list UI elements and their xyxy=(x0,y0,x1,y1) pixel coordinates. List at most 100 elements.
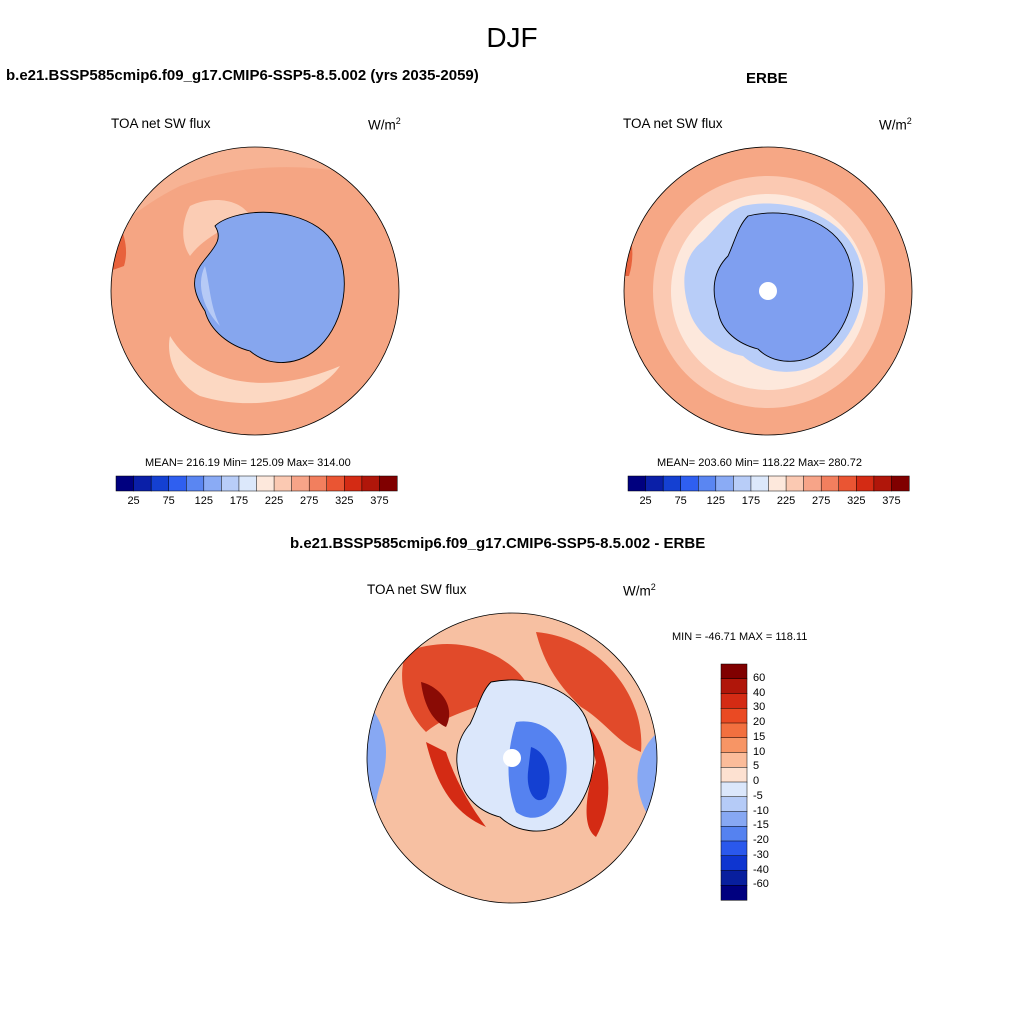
difference-strong-positive-east xyxy=(536,632,642,752)
colorbar-swatch xyxy=(820,475,840,492)
colorbar-swatch xyxy=(891,475,910,492)
colorbar-swatch xyxy=(733,475,752,492)
colorbar-swatch xyxy=(627,475,647,492)
colorbar-swatch xyxy=(768,475,787,492)
colorbar-swatch xyxy=(720,826,748,842)
colorbar-swatch xyxy=(256,475,275,492)
colorbar-level-label: 20 xyxy=(753,716,766,728)
colorbar-level-label: -15 xyxy=(753,819,769,832)
colorbar-level-label: 15 xyxy=(753,730,766,743)
colorbar-swatch xyxy=(785,475,805,492)
colorbar-swatch xyxy=(856,475,875,492)
colorbar-swatch xyxy=(750,475,770,492)
erbe-map-boundary xyxy=(623,146,913,436)
colorbar-level-label: -10 xyxy=(753,804,769,817)
panel1-colorbar-swatches xyxy=(115,475,398,492)
difference-positive-coast xyxy=(426,742,486,827)
erbe-polar-map xyxy=(623,146,913,436)
colorbar-swatch xyxy=(645,475,664,492)
colorbar-swatch xyxy=(803,475,822,492)
difference-polar-map xyxy=(366,612,658,904)
model-polar-map xyxy=(110,146,400,436)
panel2-title: ERBE xyxy=(746,70,788,87)
colorbar-swatch xyxy=(361,475,380,492)
panel2-variable-label: TOA net SW flux xyxy=(623,116,723,131)
panel1-stats: MEAN= 216.19 Min= 125.09 Max= 314.00 xyxy=(145,457,351,469)
colorbar-swatch xyxy=(720,722,748,739)
figure-title: DJF xyxy=(486,22,538,53)
colorbar-swatch xyxy=(662,475,682,492)
colorbar-swatch xyxy=(168,475,187,492)
colorbar-swatch xyxy=(698,475,717,492)
colorbar-swatch xyxy=(720,663,748,680)
colorbar-swatch xyxy=(326,475,345,492)
panel2-colorbar-swatches xyxy=(627,475,910,492)
colorbar-tick-label: 275 xyxy=(300,495,319,507)
colorbar-level-label: -20 xyxy=(753,834,769,846)
model-high-flux-region xyxy=(111,206,127,271)
colorbar-tick-label: 375 xyxy=(370,495,389,507)
colorbar-swatch xyxy=(720,885,748,901)
colorbar-tick-label: 325 xyxy=(847,495,866,507)
model-lowlat-band xyxy=(111,147,399,236)
panel2-stats: MEAN= 203.60 Min= 118.22 Max= 280.72 xyxy=(657,457,862,469)
colorbar-swatch xyxy=(720,855,748,872)
panel3-title: b.e21.BSSP585cmip6.f09_g17.CMIP6-SSP5-8.… xyxy=(290,535,706,552)
colorbar-swatch xyxy=(720,870,748,886)
colorbar-swatch xyxy=(150,475,170,492)
colorbar-level-label: -60 xyxy=(753,878,769,891)
difference-strong-negative-core xyxy=(527,747,550,801)
difference-map-boundary xyxy=(366,612,658,904)
difference-positive-east-coast xyxy=(586,722,609,837)
colorbar-swatch xyxy=(720,693,748,709)
colorbar-level-label: -5 xyxy=(753,789,763,802)
colorbar-swatch xyxy=(344,475,363,492)
panel3-stats: MIN = -46.71 MAX = 118.11 xyxy=(672,631,808,643)
colorbar-swatch xyxy=(720,840,748,857)
colorbar-swatch xyxy=(379,475,398,492)
colorbar-swatch xyxy=(115,475,135,492)
colorbar-level-label: 5 xyxy=(753,760,760,773)
colorbar-tick-label: 75 xyxy=(674,495,687,507)
colorbar-swatch xyxy=(720,708,748,724)
model-map-boundary xyxy=(110,146,400,436)
erbe-antarctica-coastline xyxy=(713,212,854,362)
colorbar-swatch xyxy=(720,781,748,798)
model-antarctica-coastline xyxy=(194,211,345,363)
colorbar-level-label: 60 xyxy=(753,671,766,684)
colorbar-level-label: -40 xyxy=(753,863,769,876)
panel3-variable-label: TOA net SW flux xyxy=(367,582,467,597)
colorbar-swatch xyxy=(838,475,857,492)
colorbar-tick-label: 125 xyxy=(706,495,725,507)
colorbar-swatch xyxy=(720,678,748,695)
colorbar-tick-label: 225 xyxy=(776,495,796,507)
model-antarctica xyxy=(194,212,345,363)
panel1-title: b.e21.BSSP585cmip6.f09_g17.CMIP6-SSP5-8.… xyxy=(6,67,479,84)
colorbar-swatch xyxy=(873,475,892,492)
colorbar-swatch xyxy=(720,796,748,813)
colorbar-swatch xyxy=(273,475,293,492)
model-light-band xyxy=(169,336,340,404)
panel3-units: W/m2 xyxy=(623,582,656,599)
colorbar-swatch xyxy=(720,811,748,827)
colorbar-swatch xyxy=(715,475,734,492)
colorbar-swatch xyxy=(203,475,222,492)
model-ice-shelf xyxy=(200,266,220,326)
colorbar-tick-label: 25 xyxy=(127,495,140,507)
panel1-units: W/m2 xyxy=(368,116,401,133)
colorbar-tick-label: 175 xyxy=(741,495,761,507)
colorbar-tick-label: 125 xyxy=(194,495,213,507)
colorbar-tick-label: 25 xyxy=(639,495,652,507)
colorbar-tick-label: 175 xyxy=(229,495,249,507)
colorbar-level-label: 0 xyxy=(753,775,760,787)
erbe-missing-data-pole xyxy=(759,282,777,300)
difference-maximum-peninsula xyxy=(421,682,450,727)
colorbar-swatch xyxy=(720,737,748,754)
colorbar-level-label: 40 xyxy=(753,686,766,699)
colorbar-level-label: -30 xyxy=(753,848,769,861)
difference-antarctica-coastline xyxy=(456,679,595,832)
panel3-colorbar xyxy=(720,663,748,901)
colorbar-level-label: 30 xyxy=(753,701,766,714)
colorbar-swatch xyxy=(238,475,258,492)
colorbar-tick-label: 75 xyxy=(162,495,175,507)
